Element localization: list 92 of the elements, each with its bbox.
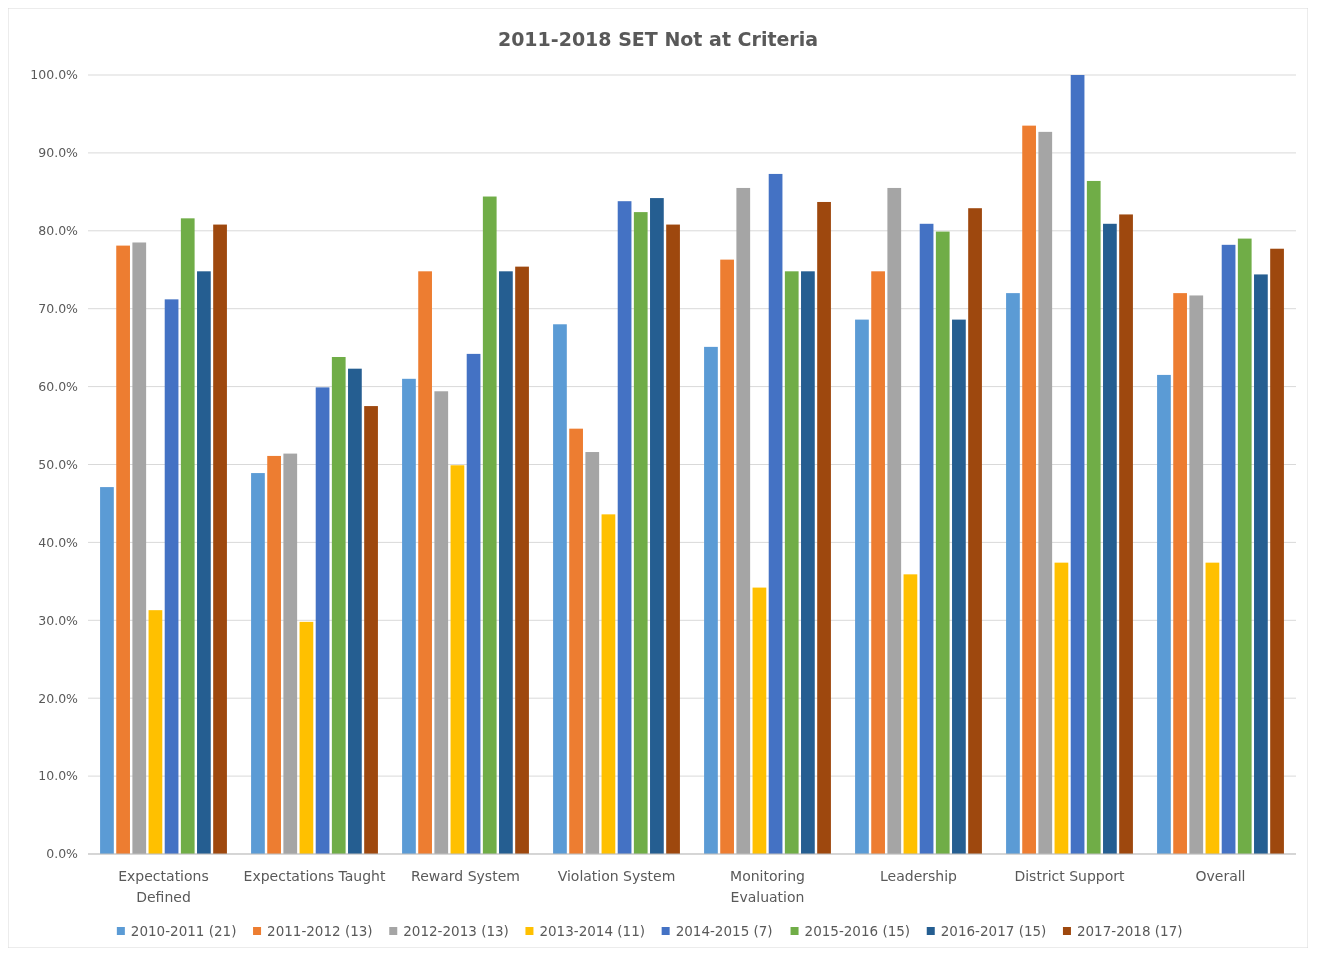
bar xyxy=(887,187,902,854)
bar xyxy=(418,271,432,854)
bar xyxy=(1086,180,1101,854)
bar xyxy=(251,473,265,854)
y-tick-label: 30.0% xyxy=(38,612,79,628)
bar xyxy=(515,266,529,854)
bar xyxy=(569,428,583,854)
y-tick-label: 50.0% xyxy=(38,456,79,472)
bar xyxy=(213,224,227,854)
bar xyxy=(1173,293,1187,854)
legend-label: 2012-2013 (13) xyxy=(403,923,509,939)
bar xyxy=(1221,244,1236,854)
x-tick-label: Overall xyxy=(1195,868,1246,884)
bar xyxy=(919,223,934,854)
bar xyxy=(1022,125,1036,854)
bar xyxy=(871,271,885,854)
bar xyxy=(197,271,211,854)
bar xyxy=(1054,562,1069,854)
bar xyxy=(968,208,982,854)
legend-label: 2015-2016 (15) xyxy=(804,923,911,939)
bar xyxy=(348,368,362,854)
bar xyxy=(1070,75,1085,854)
bar xyxy=(1189,295,1204,854)
bar xyxy=(720,259,734,854)
bar xyxy=(935,231,950,854)
bar xyxy=(952,319,966,854)
y-tick-label: 60.0% xyxy=(38,378,79,394)
bar xyxy=(1205,562,1220,854)
bar xyxy=(1006,293,1020,854)
bar xyxy=(450,465,465,854)
x-tick-label: Leadership xyxy=(880,868,958,884)
bar xyxy=(650,198,664,854)
bar xyxy=(402,378,416,854)
x-tick-label: Monitoring Evaluation xyxy=(730,868,805,905)
bar xyxy=(768,173,783,854)
bar xyxy=(434,391,449,854)
bar xyxy=(752,587,767,854)
bar xyxy=(315,387,330,854)
bar xyxy=(482,196,497,854)
x-tick-label: Reward System xyxy=(411,868,520,884)
bar xyxy=(633,212,648,854)
bar xyxy=(704,346,718,854)
legend-label: 2013-2014 (11) xyxy=(539,923,646,939)
bar xyxy=(499,271,513,854)
bar xyxy=(1270,248,1284,854)
bar xyxy=(855,319,869,854)
legend-label: 2014-2015 (7) xyxy=(675,923,773,939)
chart-title: 2011-2018 SET Not at Criteria xyxy=(497,28,819,50)
y-tick-label: 10.0% xyxy=(38,768,79,784)
bar xyxy=(331,357,346,854)
bar xyxy=(553,324,567,854)
y-tick-label: 70.0% xyxy=(38,301,79,317)
bar xyxy=(801,271,815,854)
y-tick-label: 0.0% xyxy=(46,846,79,862)
bar xyxy=(1119,214,1133,854)
bar xyxy=(100,487,114,854)
bar xyxy=(1038,131,1053,854)
legend-label: 2011-2012 (13) xyxy=(267,923,373,939)
x-tick-label: Expectations Defined xyxy=(118,868,209,905)
bar xyxy=(1254,274,1268,854)
bar xyxy=(1237,238,1252,854)
bar xyxy=(132,242,147,854)
bar xyxy=(666,224,680,854)
bar xyxy=(466,353,481,854)
y-tick-label: 80.0% xyxy=(38,223,79,239)
legend-label: 2017-2018 (17) xyxy=(1076,923,1183,939)
y-tick-label: 90.0% xyxy=(38,145,79,161)
bar xyxy=(903,574,918,854)
bar xyxy=(817,201,831,854)
bar xyxy=(736,187,751,854)
legend-label: 2010-2011 (21) xyxy=(130,923,237,939)
bar xyxy=(283,453,298,854)
x-tick-label: District Support xyxy=(1014,868,1126,884)
bar xyxy=(180,218,195,854)
bar xyxy=(116,245,130,854)
bar xyxy=(585,452,600,854)
legend-label: 2016-2017 (15) xyxy=(940,923,1047,939)
x-tick-label: Expectations Taught xyxy=(243,868,386,884)
bar xyxy=(601,514,616,854)
bar xyxy=(164,299,179,854)
bar xyxy=(617,201,632,854)
bar xyxy=(1103,223,1117,854)
x-tick-label: Violation System xyxy=(557,868,676,884)
bar xyxy=(299,621,314,854)
y-tick-label: 100.0% xyxy=(30,67,79,83)
bar xyxy=(267,455,281,854)
bar xyxy=(148,610,163,854)
y-tick-label: 40.0% xyxy=(38,534,79,550)
y-tick-label: 20.0% xyxy=(38,690,79,706)
bar xyxy=(1157,374,1171,854)
bar xyxy=(364,406,378,854)
bar xyxy=(784,271,799,854)
